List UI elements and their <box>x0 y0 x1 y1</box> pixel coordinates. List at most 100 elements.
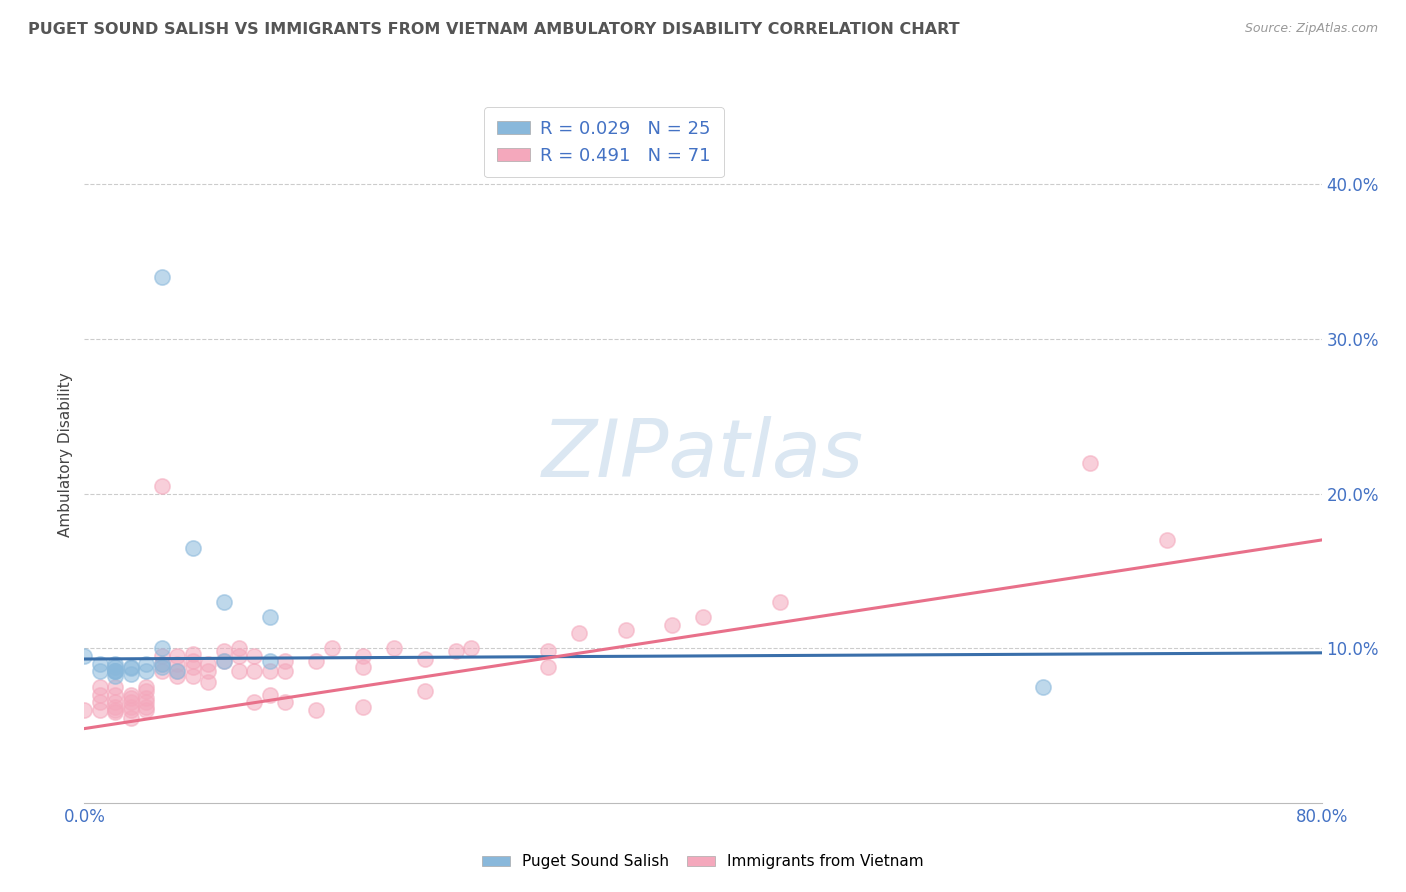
Point <box>181 654 204 668</box>
Point <box>89 665 111 679</box>
Point <box>181 648 204 662</box>
Point <box>120 659 142 673</box>
Point <box>150 665 173 679</box>
Point <box>1078 456 1101 470</box>
Point <box>228 641 250 656</box>
Point <box>259 610 281 624</box>
Y-axis label: Ambulatory Disability: Ambulatory Disability <box>58 373 73 537</box>
Legend: R = 0.029   N = 25, R = 0.491   N = 71: R = 0.029 N = 25, R = 0.491 N = 71 <box>485 107 724 178</box>
Point <box>537 644 560 658</box>
Point <box>305 703 328 717</box>
Point <box>104 688 127 702</box>
Point <box>135 665 157 679</box>
Point <box>89 703 111 717</box>
Point <box>104 665 127 679</box>
Point <box>150 659 173 673</box>
Point <box>89 688 111 702</box>
Point <box>104 705 127 719</box>
Point <box>135 703 157 717</box>
Point <box>444 644 467 658</box>
Point <box>89 695 111 709</box>
Point <box>197 657 219 671</box>
Point <box>104 669 127 683</box>
Point <box>212 595 235 609</box>
Point <box>166 669 188 683</box>
Point <box>568 625 591 640</box>
Point <box>104 665 127 679</box>
Point <box>274 695 297 709</box>
Point <box>181 669 204 683</box>
Point <box>166 648 188 663</box>
Point <box>212 644 235 658</box>
Point <box>259 654 281 668</box>
Point <box>181 659 204 673</box>
Point <box>150 270 173 285</box>
Point <box>382 641 405 656</box>
Point <box>661 618 683 632</box>
Point <box>120 690 142 705</box>
Point <box>120 695 142 709</box>
Point <box>120 711 142 725</box>
Point <box>259 665 281 679</box>
Point <box>89 657 111 671</box>
Point <box>1156 533 1178 547</box>
Text: PUGET SOUND SALISH VS IMMIGRANTS FROM VIETNAM AMBULATORY DISABILITY CORRELATION : PUGET SOUND SALISH VS IMMIGRANTS FROM VI… <box>28 22 960 37</box>
Point <box>212 654 235 668</box>
Point <box>150 657 173 671</box>
Point <box>104 680 127 694</box>
Point <box>352 700 374 714</box>
Point <box>243 665 266 679</box>
Point <box>413 684 436 698</box>
Point <box>197 665 219 679</box>
Text: Source: ZipAtlas.com: Source: ZipAtlas.com <box>1244 22 1378 36</box>
Point <box>150 641 173 656</box>
Point <box>228 648 250 663</box>
Point <box>212 654 235 668</box>
Point <box>150 657 173 671</box>
Point <box>259 688 281 702</box>
Point <box>120 700 142 714</box>
Legend: Puget Sound Salish, Immigrants from Vietnam: Puget Sound Salish, Immigrants from Viet… <box>477 848 929 875</box>
Point <box>243 648 266 663</box>
Point <box>89 680 111 694</box>
Point <box>305 654 328 668</box>
Point <box>321 641 343 656</box>
Point <box>120 667 142 681</box>
Point <box>104 659 127 673</box>
Point <box>460 641 482 656</box>
Point <box>104 703 127 717</box>
Point <box>135 690 157 705</box>
Point <box>73 648 96 663</box>
Point <box>104 657 127 671</box>
Point <box>166 657 188 671</box>
Point <box>413 652 436 666</box>
Point <box>692 610 714 624</box>
Point <box>135 684 157 698</box>
Point <box>150 648 173 663</box>
Text: ZIPatlas: ZIPatlas <box>541 416 865 494</box>
Point <box>166 665 188 679</box>
Point <box>197 675 219 690</box>
Point <box>150 479 173 493</box>
Point <box>352 659 374 673</box>
Point <box>73 703 96 717</box>
Point <box>135 657 157 671</box>
Point <box>537 659 560 673</box>
Point <box>104 665 127 679</box>
Point <box>228 665 250 679</box>
Point <box>274 665 297 679</box>
Point <box>274 654 297 668</box>
Point <box>1032 680 1054 694</box>
Point <box>135 700 157 714</box>
Point <box>120 703 142 717</box>
Point <box>104 700 127 714</box>
Point <box>135 695 157 709</box>
Point <box>135 680 157 694</box>
Point <box>181 541 204 555</box>
Point <box>352 648 374 663</box>
Point <box>166 665 188 679</box>
Point <box>120 661 142 675</box>
Point <box>104 695 127 709</box>
Point <box>120 688 142 702</box>
Point <box>243 695 266 709</box>
